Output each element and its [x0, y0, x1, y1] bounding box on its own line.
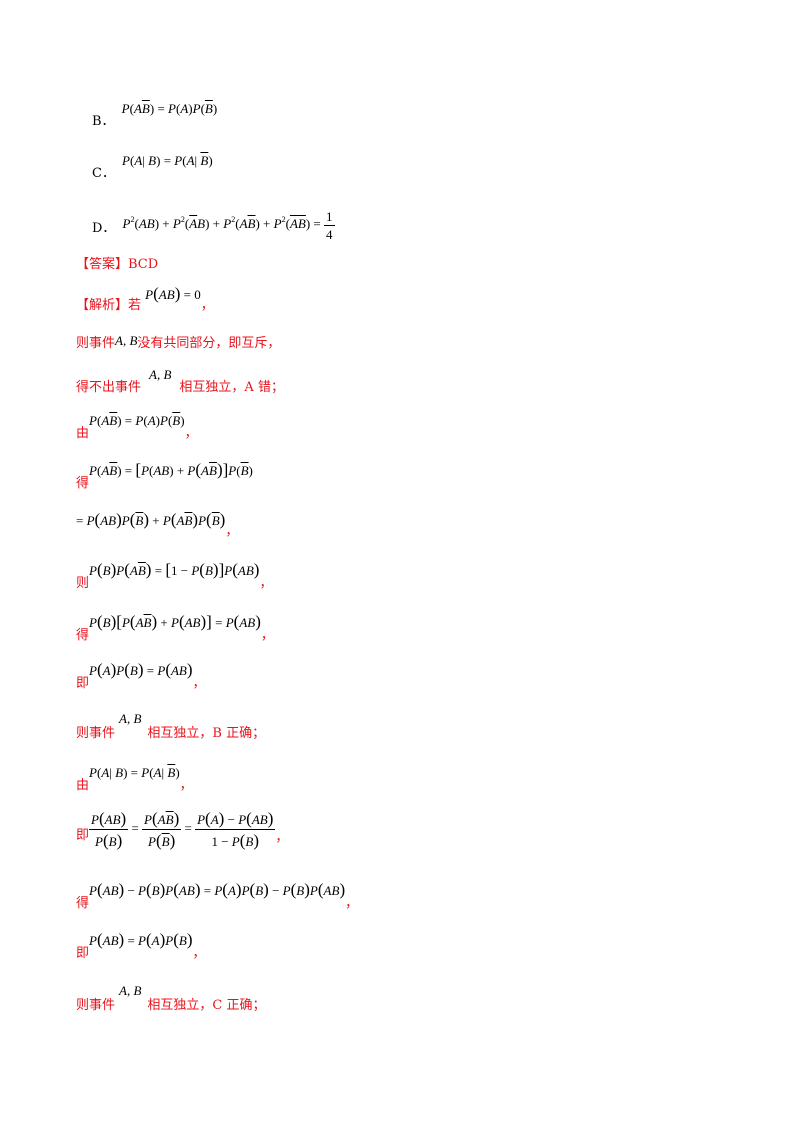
analysis-line-14: 即P(AB) = P(A)P(B)， — [76, 930, 206, 961]
answer-label: 【答案】 — [76, 257, 129, 272]
analysis-formula-10: A, B — [119, 711, 142, 726]
analysis-line-7: 则P(B)P(AB) = [1 − P(B)]P(AB)， — [76, 560, 273, 591]
option-d-label: D． — [92, 221, 116, 237]
analysis-formula-8: P(B)[P(AB) + P(AB)] = P(AB) — [89, 612, 261, 631]
analysis-line-6: = P(AB)P(B) + P(AB)P(B)， — [76, 510, 239, 539]
analysis-formula-6: = P(AB)P(B) + P(AB)P(B) — [76, 510, 226, 529]
analysis-formula-7: P(B)P(AB) = [1 − P(B)]P(AB) — [89, 560, 260, 579]
analysis-line-1: 【解析】若 P(AB) = 0， — [76, 284, 214, 313]
option-d: D． P2(AB) + P2(AB) + P2(AB) + P2(AB) = 1… — [92, 200, 335, 242]
analysis-formula-12: P(AB) P(B) = P(AB) P(B) = P(A) − P(AB) 1 − … — [89, 809, 276, 850]
answer-value: BCD — [128, 257, 159, 272]
option-b-formula: P(AB) = P(A)P(B) — [121, 101, 218, 116]
analysis-formula-9: P(A)P(B) = P(AB) — [89, 660, 193, 679]
option-c-formula: P(A| B) = P(A| B) — [122, 153, 213, 168]
analysis-formula-11: P(A| B) = P(A| B) — [89, 765, 180, 780]
analysis-line-11: 由P(A| B) = P(A| B)， — [76, 765, 193, 793]
analysis-line-5: 得P(AB) = [P(AB) + P(AB)]P(B) — [76, 460, 253, 491]
analysis-line-8: 得P(B)[P(AB) + P(AB)] = P(AB)， — [76, 612, 274, 643]
option-b-label: B． — [92, 114, 115, 129]
analysis-line-9: 即P(A)P(B) = P(AB)， — [76, 660, 206, 691]
option-c: C． P(A| B) = P(A| B) — [92, 148, 213, 181]
option-c-label: C． — [92, 166, 115, 181]
analysis-formula-1: P(AB) = 0 — [145, 284, 201, 303]
analysis-line-13: 得P(AB) − P(B)P(AB) = P(A)P(B) − P(B)P(AB… — [76, 880, 359, 911]
analysis-formula-13: P(AB) − P(B)P(AB) = P(A)P(B) − P(B)P(AB) — [89, 880, 346, 899]
analysis-formula-14: P(AB) = P(A)P(B) — [89, 930, 193, 949]
analysis-line-2: 则事件A, B没有共同部分，即互斥， — [76, 333, 281, 351]
answer-line: 【答案】BCD — [76, 253, 158, 272]
analysis-formula-4: P(AB) = P(A)P(B) — [89, 413, 185, 428]
option-b: B． P(AB) = P(A)P(B) — [92, 96, 218, 129]
analysis-formula-15: A, B — [119, 983, 142, 998]
analysis-line-15: 则事件A, B相互独立，C 正确； — [76, 983, 266, 1013]
analysis-label: 【解析】 — [76, 298, 129, 313]
analysis-line-10: 则事件A, B相互独立，B 正确； — [76, 711, 266, 741]
analysis-line-4: 由P(AB) = P(A)P(B)， — [76, 413, 198, 441]
analysis-formula-3: A, B — [149, 367, 172, 382]
analysis-formula-2: A, B — [115, 333, 138, 348]
analysis-line-12: 即 P(AB) P(B) = P(AB) P(B) = P(A) − P(AB) 1 −… — [76, 809, 289, 850]
analysis-line-3: 得不出事件A, B相互独立，A 错； — [76, 367, 284, 395]
analysis-formula-5: P(AB) = [P(AB) + P(AB)]P(B) — [89, 460, 253, 479]
